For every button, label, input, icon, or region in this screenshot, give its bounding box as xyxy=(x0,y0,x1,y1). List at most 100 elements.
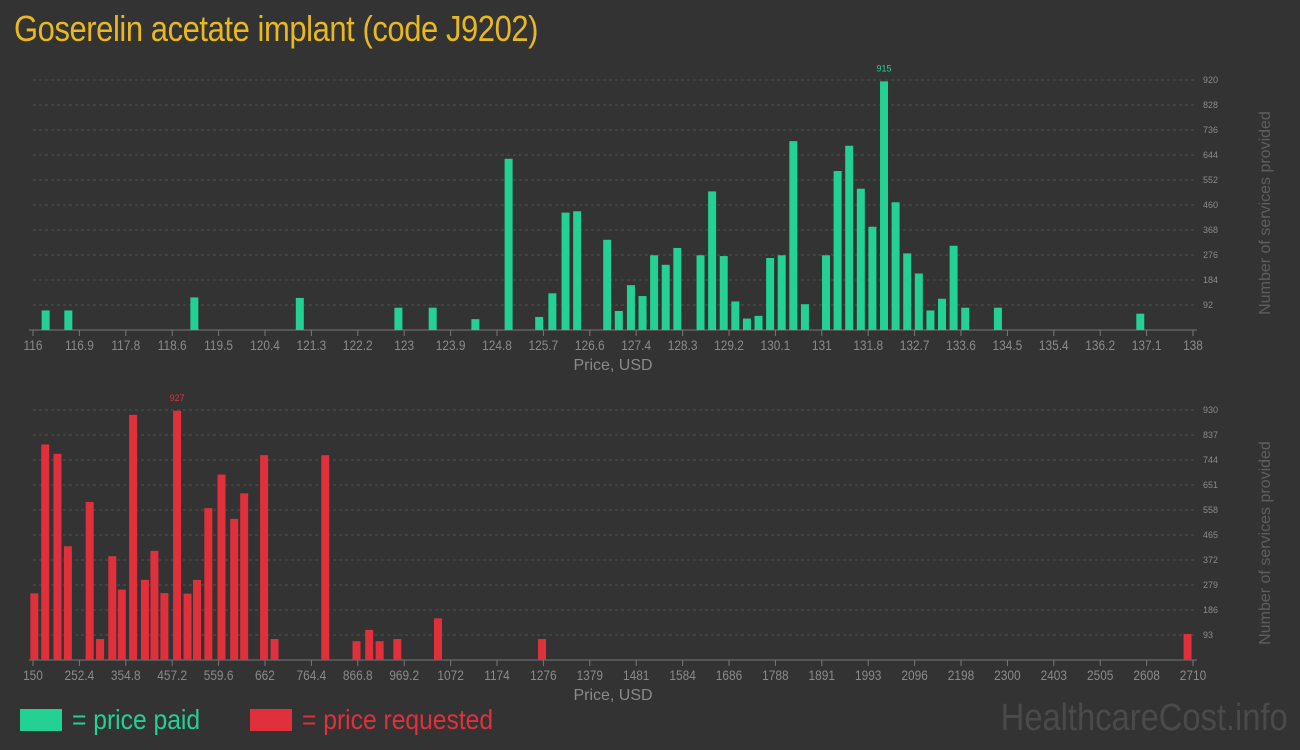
bar xyxy=(150,550,159,660)
bar xyxy=(53,453,62,660)
x-tick-label: 354.8 xyxy=(111,667,141,683)
x-tick-label: 1584 xyxy=(669,667,695,683)
bar xyxy=(993,307,1002,330)
x-tick-label: 124.8 xyxy=(482,337,512,353)
bar xyxy=(160,593,169,660)
y-tick-label: 930 xyxy=(1203,405,1218,415)
bar xyxy=(638,296,647,330)
max-value-label: 927 xyxy=(170,393,185,403)
bar xyxy=(822,255,831,330)
bar xyxy=(914,273,923,330)
chart-price-requested: 930 837 744 651 558 465 372 279 186 93 150 252.4 354… xyxy=(23,393,1274,704)
bar xyxy=(41,310,50,330)
bar xyxy=(538,639,547,660)
legend-label-paid: = price paid xyxy=(72,704,201,735)
y-tick-label: 837 xyxy=(1203,430,1218,440)
bar xyxy=(650,255,659,330)
x-tick-label: 1686 xyxy=(716,667,742,683)
y-tick-label: 552 xyxy=(1203,175,1218,185)
x-tick-label: 127.4 xyxy=(621,337,651,353)
bar xyxy=(504,158,513,330)
bar xyxy=(295,297,304,330)
bar xyxy=(140,579,149,660)
x-tick-label: 969.2 xyxy=(389,667,419,683)
bar xyxy=(393,639,402,660)
x-tick-label: 866.8 xyxy=(343,667,373,683)
y-tick-label: 744 xyxy=(1203,455,1218,465)
x-tick-label: 2505 xyxy=(1087,667,1113,683)
bar xyxy=(961,307,970,330)
y-tick-label: 368 xyxy=(1203,225,1218,235)
x-tick-label: 132.7 xyxy=(900,337,930,353)
x-tick-label: 559.6 xyxy=(204,667,234,683)
bar xyxy=(96,639,105,660)
bar xyxy=(1183,633,1192,660)
y-tick-label: 465 xyxy=(1203,530,1218,540)
bar xyxy=(190,297,199,330)
bar xyxy=(260,455,269,660)
x-tick-label: 122.2 xyxy=(343,337,373,353)
bar xyxy=(270,639,279,660)
bar xyxy=(626,285,635,330)
legend-item-paid: = price paid xyxy=(20,704,218,735)
x-tick-label: 128.3 xyxy=(668,337,698,353)
x-tick-label: 133.6 xyxy=(946,337,976,353)
y-tick-label: 460 xyxy=(1203,200,1218,210)
bar xyxy=(573,211,582,330)
bar xyxy=(800,304,809,330)
legend-swatch-paid xyxy=(20,709,62,731)
x-tick-label: 125.7 xyxy=(529,337,559,353)
bar xyxy=(352,641,361,660)
bar xyxy=(949,245,958,330)
y-tick-label: 184 xyxy=(1203,275,1218,285)
x-tick-label: 121.3 xyxy=(297,337,327,353)
x-tick-label: 1993 xyxy=(855,667,881,683)
bar xyxy=(433,618,442,660)
watermark: HealthcareCost.info xyxy=(1000,697,1288,739)
x-tick-label: 1072 xyxy=(437,667,463,683)
x-tick-label: 119.5 xyxy=(204,337,233,353)
bar xyxy=(321,455,330,660)
y-tick-label: 93 xyxy=(1203,630,1213,640)
x-tick-label: 252.4 xyxy=(65,667,95,683)
x-tick-label: 126.6 xyxy=(575,337,605,353)
bar xyxy=(696,255,705,330)
y-tick-label: 644 xyxy=(1203,150,1218,160)
bar xyxy=(845,145,854,330)
x-axis-label: Price, USD xyxy=(573,357,652,374)
bar xyxy=(856,188,865,330)
y-tick-label: 558 xyxy=(1203,505,1218,515)
x-tick-label: 117.8 xyxy=(111,337,140,353)
x-tick-label: 1379 xyxy=(577,667,603,683)
bar xyxy=(85,501,94,660)
bar xyxy=(742,318,751,330)
page-title: Goserelin acetate implant (code J9202) xyxy=(14,8,539,49)
bar xyxy=(535,316,544,330)
y-tick-label: 279 xyxy=(1203,580,1218,590)
bar xyxy=(561,212,570,330)
bar xyxy=(1136,313,1145,330)
y-axis-label: Number of services provided xyxy=(1257,111,1274,315)
bar xyxy=(661,264,670,330)
x-tick-label: 137.1 xyxy=(1132,337,1162,353)
x-tick-label: 138 xyxy=(1183,337,1203,353)
x-tick-label: 118.6 xyxy=(158,337,187,353)
x-tick-label: 116 xyxy=(24,337,43,353)
bar xyxy=(129,414,138,660)
bar xyxy=(240,493,249,660)
x-tick-label: 2096 xyxy=(901,667,927,683)
legend-item-requested: = price requested xyxy=(250,704,519,735)
y-tick-label: 920 xyxy=(1203,75,1218,85)
bar xyxy=(777,255,786,330)
y-tick-label: 651 xyxy=(1203,480,1218,490)
x-tick-label: 116.9 xyxy=(65,337,94,353)
x-tick-label: 120.4 xyxy=(250,337,280,353)
bar xyxy=(64,310,73,330)
bar xyxy=(375,641,384,660)
bar xyxy=(833,171,842,330)
y-tick-label: 828 xyxy=(1203,100,1218,110)
bar xyxy=(41,444,50,660)
x-tick-label: 135.4 xyxy=(1039,337,1069,353)
y-axis-label: Number of services provided xyxy=(1257,441,1274,645)
bar xyxy=(891,202,900,330)
